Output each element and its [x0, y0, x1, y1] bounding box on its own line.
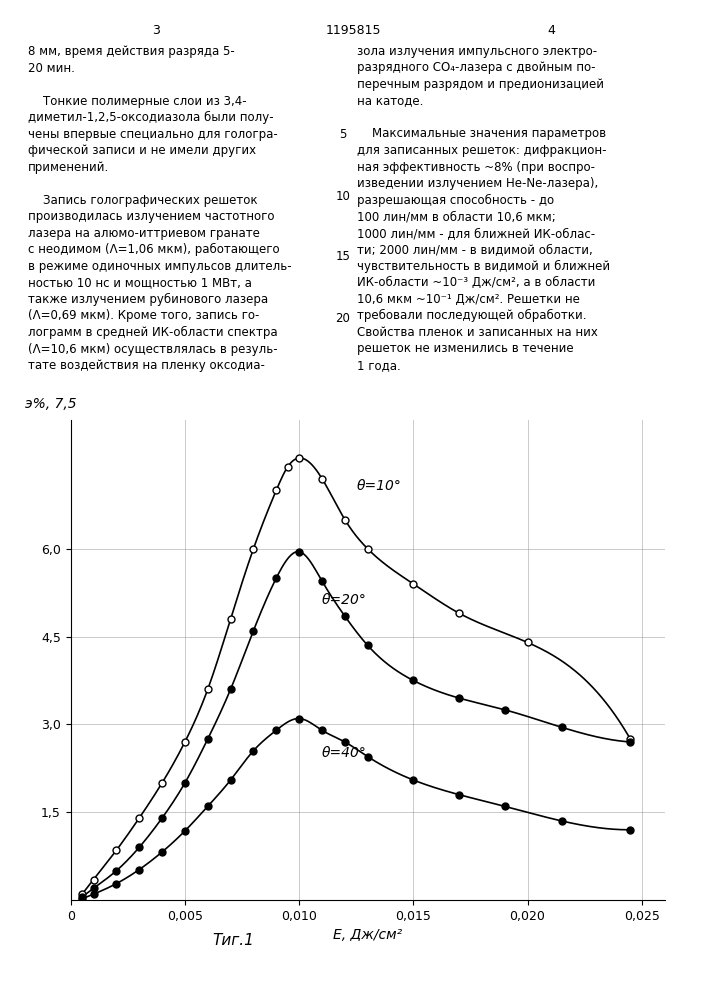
- Text: 8 мм, время действия разряда 5-
20 мин.

    Тонкие полимерные слои из 3,4-
диме: 8 мм, время действия разряда 5- 20 мин. …: [28, 45, 292, 372]
- Text: 3: 3: [151, 24, 160, 37]
- X-axis label: E, Дж/см²: E, Дж/см²: [333, 928, 402, 942]
- Text: θ=10°: θ=10°: [356, 479, 401, 493]
- Text: θ=20°: θ=20°: [322, 593, 367, 607]
- Text: 5: 5: [339, 128, 346, 141]
- Text: 1195815: 1195815: [326, 24, 381, 37]
- Text: Τиг.1: Τиг.1: [212, 933, 255, 948]
- Text: θ=40°: θ=40°: [322, 746, 367, 760]
- Text: э%, 7,5: э%, 7,5: [25, 397, 76, 411]
- Text: 4: 4: [547, 24, 556, 37]
- Text: зола излучения импульсного электро-
разрядного CO₄-лазера с двойным по-
перечным: зола излучения импульсного электро- разр…: [357, 45, 610, 372]
- Text: 20: 20: [335, 312, 351, 325]
- Text: 10: 10: [335, 190, 351, 203]
- Text: 15: 15: [335, 250, 351, 263]
